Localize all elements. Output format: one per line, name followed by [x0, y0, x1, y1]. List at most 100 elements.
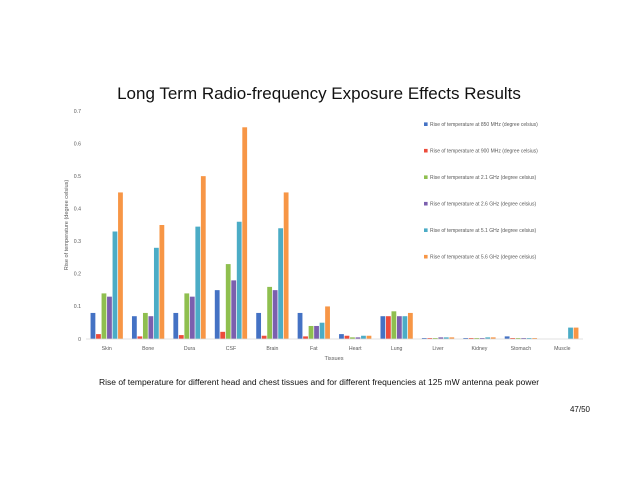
x-tick-label: Fat: [310, 346, 318, 352]
legend-swatch: [424, 148, 428, 153]
bar: [490, 337, 496, 339]
bar: [178, 335, 184, 339]
bar: [325, 306, 330, 339]
bar: [526, 338, 532, 339]
y-tick-label: 0.2: [74, 272, 81, 278]
bar: [101, 293, 107, 339]
slide-title: Long Term Radio-frequency Exposure Effec…: [117, 84, 521, 103]
y-tick-label: 0: [78, 337, 81, 343]
x-tick-label: Lung: [391, 346, 403, 352]
x-axis-title: Tissues: [324, 356, 343, 362]
y-axis-ticks: 0 0.1 0.2 0.3 0.4 0.5 0.6 0.7: [74, 109, 81, 343]
bar: [297, 312, 303, 339]
bar: [148, 316, 154, 339]
bar: [256, 312, 262, 339]
bar: [366, 335, 372, 339]
slide-caption: Rise of temperature for different head a…: [98, 377, 540, 387]
bar: [361, 335, 366, 339]
y-tick-label: 0.5: [74, 174, 81, 180]
bar: [189, 296, 195, 339]
chart-bars: [90, 127, 579, 339]
bar: [142, 312, 148, 339]
legend-label: Rise of temperature at 2.6 GHz (degree c…: [430, 201, 536, 207]
page-number: 47/50: [569, 405, 590, 414]
bar: [319, 322, 325, 339]
bar: [231, 280, 237, 339]
legend-label: Rise of temperature at 900 MHz (degree c…: [430, 148, 538, 154]
bar: [137, 336, 143, 339]
bar: [344, 335, 350, 339]
x-tick-label: Kidney: [472, 346, 488, 352]
y-tick-label: 0.6: [74, 141, 81, 147]
bar: [385, 316, 391, 339]
legend-label: Rise of temperature at 5.1 GHz (degree c…: [430, 228, 536, 234]
bar: [303, 336, 308, 339]
legend-swatch: [424, 201, 428, 206]
bar: [474, 338, 480, 339]
bar: [407, 312, 413, 339]
bar: [449, 337, 455, 339]
x-tick-label: Liver: [432, 346, 444, 352]
bar: [225, 264, 231, 339]
legend-label: Rise of temperature at 5.6 GHz (degree c…: [430, 254, 536, 260]
bar: [195, 226, 201, 339]
bar: [220, 331, 226, 339]
bar: [391, 311, 397, 339]
bar: [468, 338, 474, 339]
bar: [350, 337, 355, 339]
legend-label: Rise of temperature at 2.1 GHz (degree c…: [430, 175, 536, 181]
bar: [214, 290, 220, 339]
bar: [432, 338, 438, 339]
bar: [443, 337, 449, 339]
bar: [107, 296, 112, 339]
bar: [521, 338, 527, 339]
bar: [485, 337, 491, 339]
bar: [267, 286, 273, 339]
bar: [261, 335, 267, 339]
bar: [159, 225, 165, 339]
bar: [504, 336, 510, 339]
y-tick-label: 0.4: [74, 207, 81, 213]
bar: [278, 228, 284, 339]
y-axis-title: Rise of temperature (degree celsius): [64, 180, 70, 271]
bar: [355, 337, 361, 339]
legend-label: Rise of temperature at 850 MHz (degree c…: [430, 122, 538, 128]
bar: [283, 192, 289, 339]
bar: [421, 338, 427, 339]
chart-legend: Rise of temperature at 850 MHz (degree c…: [424, 122, 538, 260]
legend-swatch: [424, 228, 428, 232]
bar: [173, 312, 179, 339]
x-axis-ticks: Skin Bone Dura CSF Brain Fat Heart Lung Liver Kid…: [102, 346, 571, 352]
bar: [573, 327, 579, 339]
x-tick-label: Heart: [349, 346, 362, 352]
bar: [308, 325, 314, 339]
bar: [112, 231, 118, 339]
legend-swatch: [424, 175, 428, 179]
bar: [402, 316, 408, 339]
bar: [242, 127, 248, 339]
x-tick-label: Muscle: [554, 346, 571, 352]
legend-swatch: [424, 254, 428, 259]
bar: [479, 338, 485, 339]
y-tick-label: 0.7: [74, 109, 81, 115]
legend-swatch: [424, 122, 428, 126]
y-tick-label: 0.1: [74, 304, 81, 310]
x-tick-label: Skin: [102, 346, 112, 352]
bar: [314, 325, 319, 339]
bar: [515, 338, 521, 339]
x-tick-label: Brain: [266, 346, 278, 352]
bar: [131, 316, 137, 339]
bar: [272, 290, 278, 339]
bar: [236, 221, 242, 339]
x-tick-label: Bone: [142, 346, 154, 352]
bar: [118, 192, 123, 339]
bar: [532, 338, 538, 339]
y-tick-label: 0.3: [74, 239, 81, 245]
bar: [427, 338, 433, 339]
bar: [510, 338, 516, 339]
bar: [380, 316, 386, 339]
x-tick-label: CSF: [226, 346, 236, 352]
bar: [200, 176, 206, 339]
